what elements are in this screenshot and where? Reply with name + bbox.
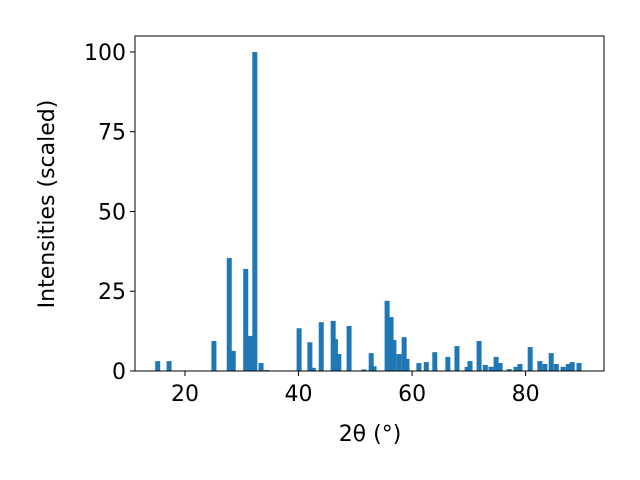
bar [247, 335, 253, 371]
bar [445, 356, 451, 371]
bar [332, 339, 338, 371]
bar [476, 341, 482, 371]
bar [506, 369, 512, 371]
plot-area [155, 51, 582, 371]
x-axis-label: 2θ (°) [339, 422, 402, 447]
bar [423, 362, 429, 371]
bar [493, 356, 499, 371]
bar [569, 362, 575, 371]
bar [404, 358, 410, 371]
bar [553, 363, 559, 371]
bar [560, 366, 566, 371]
bar [368, 353, 374, 371]
bar [432, 352, 438, 371]
bar [482, 364, 488, 371]
bar [296, 328, 302, 371]
y-tick-label: 75 [98, 121, 126, 146]
bar [527, 347, 533, 371]
y-tick-label: 0 [112, 360, 126, 385]
bar [396, 354, 402, 371]
bar [401, 337, 407, 371]
bar [513, 366, 519, 371]
bar [384, 300, 390, 371]
bar [346, 326, 352, 371]
bar [310, 367, 316, 371]
bar [517, 363, 523, 371]
bar [307, 342, 313, 371]
bar [166, 361, 172, 371]
bar [252, 51, 258, 371]
x-tick-label: 80 [512, 382, 540, 407]
bar [416, 363, 422, 371]
x-tick-label: 40 [285, 382, 313, 407]
bar [391, 340, 397, 371]
y-tick-label: 50 [98, 200, 126, 225]
bar [537, 361, 543, 371]
bar [336, 354, 342, 371]
y-axis-label: Intensities (scaled) [35, 100, 60, 309]
bar [488, 366, 494, 371]
bar [371, 366, 377, 371]
bar [548, 353, 554, 371]
bar [258, 363, 264, 371]
x-tick-label: 20 [171, 382, 199, 407]
bar [467, 361, 473, 371]
bar [542, 363, 548, 371]
bar [576, 363, 582, 371]
bar [226, 258, 232, 371]
y-tick-label: 25 [98, 280, 126, 305]
bar [155, 361, 161, 371]
x-tick-label: 60 [398, 382, 426, 407]
axes-frame [134, 35, 605, 372]
bar [318, 322, 324, 371]
bar [361, 369, 367, 371]
y-tick-label: 100 [84, 41, 126, 66]
bar [211, 341, 217, 371]
bar [497, 363, 503, 371]
bar [464, 366, 470, 371]
bar [388, 317, 394, 371]
bar [565, 363, 571, 371]
bar [230, 350, 236, 371]
bar [454, 346, 460, 371]
bar [243, 268, 249, 371]
